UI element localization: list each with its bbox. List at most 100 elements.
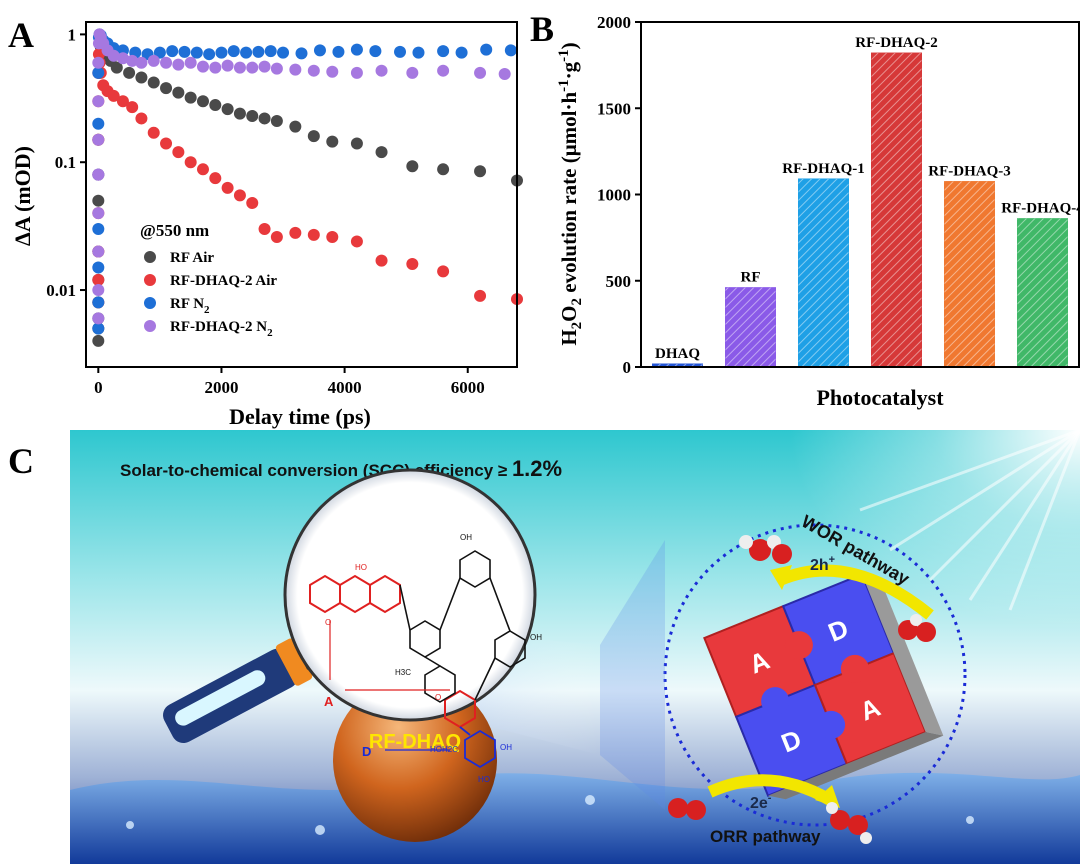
chart-a-legend-label: RF Air (170, 250, 214, 266)
chart-b-bar-hatch (725, 287, 776, 367)
panel-label-a: A (8, 15, 34, 55)
chart-a-point (437, 163, 450, 176)
chart-a-point (166, 45, 179, 58)
chart-a-xtick-label: 4000 (328, 378, 362, 397)
chart-a-ticks: 0 2000 4000 6000 0.01 0.1 1 (46, 25, 484, 397)
panel-label-c: C (8, 441, 34, 481)
chart-a-point (258, 112, 271, 125)
chart-b-ytick-label: 0 (623, 358, 632, 377)
magnifier-lens (283, 468, 537, 722)
chart-a-point (178, 45, 191, 58)
chart-a-point (92, 133, 105, 146)
chart-a-point (270, 62, 283, 75)
chart-a-point (160, 56, 173, 69)
panel-label-b: B (530, 9, 555, 49)
chart-b-bar-hatch (798, 178, 849, 367)
chart-a-point (92, 245, 105, 258)
chart-a-point (209, 172, 222, 185)
chart-b-bar-hatch (871, 53, 922, 368)
chart-a-legend-marker (144, 320, 156, 332)
chart-a-point (326, 230, 339, 243)
chart-a-point (437, 45, 450, 58)
chart-a-point (498, 67, 511, 80)
chart-a-point (196, 163, 209, 176)
chart-a-point (92, 322, 105, 335)
orr-arrow (707, 774, 834, 806)
chart-a-point (350, 235, 363, 248)
chart-a-point (221, 181, 234, 194)
chart-a-point (394, 45, 407, 58)
chart-a-point (126, 54, 139, 67)
svg-text:H3C: H3C (395, 668, 411, 677)
chart-a-point (184, 156, 197, 169)
chart-a-point (92, 223, 105, 236)
chart-a-point (172, 58, 185, 71)
chart-a-point (190, 46, 203, 59)
chart-b-axes-frame (640, 21, 1080, 368)
chart-a-point (92, 56, 105, 69)
chart-b-bar-label: DHAQ (655, 346, 700, 362)
chart-a-point (406, 257, 419, 270)
chart-a-legend-marker (144, 297, 156, 309)
chart-b-bar-hatch (944, 181, 995, 367)
chart-a-point (246, 109, 259, 122)
svg-text:HO: HO (355, 563, 367, 572)
chart-a-point (412, 46, 425, 59)
chart-a-point (406, 160, 419, 173)
chart-a-point (196, 95, 209, 108)
chart-a-xtick-label: 0 (94, 378, 103, 397)
chart-a-point (92, 261, 105, 274)
chart-b-bar-label: RF-DHAQ-2 (855, 35, 938, 51)
chart-a-point (480, 43, 493, 56)
svg-text:D: D (362, 744, 371, 759)
chart-a-legend-label: RF-DHAQ-2 Air (170, 273, 277, 289)
svg-text:OH: OH (500, 743, 512, 752)
chart-a-point (92, 296, 105, 309)
chart-b-bar-hatch (652, 364, 703, 367)
chart-a-point (233, 189, 246, 202)
chart-a-point (153, 46, 166, 59)
chart-a-point (313, 44, 326, 57)
chart-a-point (92, 194, 105, 207)
chart-a-point (350, 66, 363, 79)
chart-a-axes-frame (85, 21, 518, 368)
chart-b-bar-label: RF (741, 270, 761, 286)
chart-a-point (474, 165, 487, 178)
chart-a-point (147, 76, 160, 89)
chart-a-point (92, 66, 105, 79)
chart-a-ytick-label: 0.1 (55, 153, 76, 172)
chart-a-point (504, 44, 517, 57)
chart-a-legend-title: @550 nm (140, 221, 209, 240)
zoom-cone (600, 540, 665, 810)
zoom-circle (663, 523, 967, 827)
chart-a-point (92, 312, 105, 325)
chart-a: 0 2000 4000 6000 0.01 0.1 1 Delay time (ps) ΔA… (10, 21, 523, 429)
svg-text:OH: OH (530, 633, 542, 642)
wor-arrow (777, 564, 934, 620)
chart-a-point (307, 64, 320, 77)
chart-a-points (92, 28, 523, 347)
chart-a-point (184, 91, 197, 104)
chart-a-point (350, 43, 363, 56)
sphere-label: RF-DHAQ (369, 731, 461, 753)
molecule-peroxide-bottom (826, 802, 872, 844)
chart-a-point (92, 168, 105, 181)
chart-a-point (107, 89, 120, 102)
chart-a-point (375, 254, 388, 267)
chart-a-point (147, 126, 160, 139)
chart-a-point (437, 265, 450, 278)
chart-b-ticks: 0 500 1000 1500 2000 (597, 13, 641, 377)
chart-a-point (215, 46, 228, 59)
chart-a-point (116, 52, 129, 65)
chart-a-point (326, 65, 339, 78)
chart-a-point (375, 146, 388, 159)
chart-a-point (135, 112, 148, 125)
chart-a-point (107, 49, 120, 62)
chart-b-bar-label: RF-DHAQ-1 (782, 161, 865, 177)
chart-a-legend-marker (144, 251, 156, 263)
chart-a-point (92, 207, 105, 220)
chart-a-point (92, 117, 105, 130)
chart-a-point (92, 334, 105, 347)
chart-a-point (92, 95, 105, 108)
svg-text:O: O (325, 618, 331, 627)
